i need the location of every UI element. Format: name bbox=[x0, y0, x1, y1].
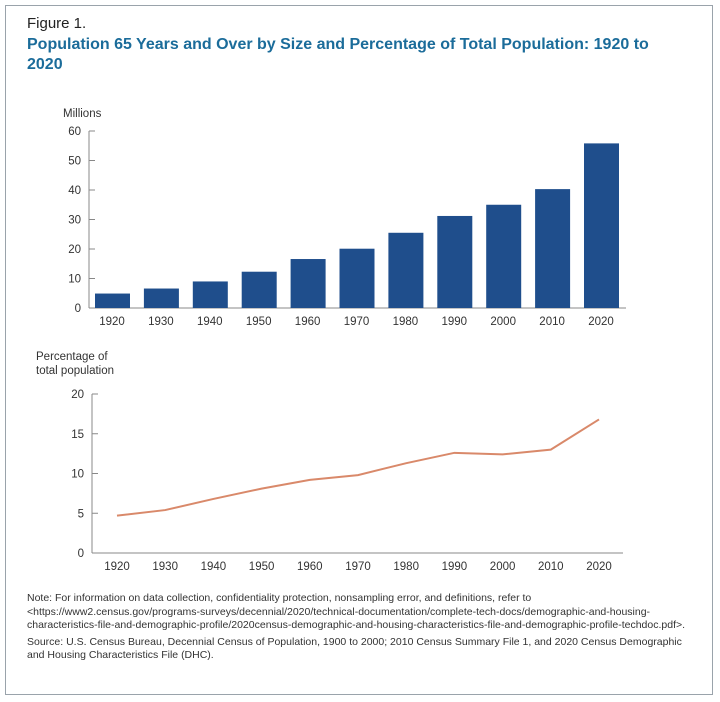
series-line bbox=[116, 418, 600, 517]
x-tick-label: 2010 bbox=[539, 316, 565, 328]
x-tick-label: 2000 bbox=[490, 316, 516, 328]
x-tick-label: 1930 bbox=[152, 561, 178, 573]
x-tick-label: 1970 bbox=[344, 316, 370, 328]
x-tick-label: 1990 bbox=[442, 316, 468, 328]
y-axis-label: Millions bbox=[63, 108, 102, 120]
note-text: Note: For information on data collection… bbox=[27, 592, 686, 631]
bar-2000 bbox=[486, 204, 522, 308]
bar-1940 bbox=[192, 281, 228, 308]
bar-1930 bbox=[143, 288, 179, 308]
x-tick-label: 1950 bbox=[246, 316, 272, 328]
notes: Note: For information on data collection… bbox=[27, 592, 697, 666]
x-tick-label: 1920 bbox=[104, 561, 130, 573]
y-axis-label: total population bbox=[36, 365, 114, 377]
bar-1970 bbox=[339, 248, 375, 308]
y-axis-label: Percentage of bbox=[36, 351, 108, 363]
x-tick-label: 2020 bbox=[586, 561, 612, 573]
y-tick-label: 20 bbox=[68, 244, 81, 256]
y-tick-label: 30 bbox=[68, 215, 81, 227]
x-tick-label: 1930 bbox=[148, 316, 174, 328]
y-tick-label: 5 bbox=[78, 508, 84, 520]
bar-1960 bbox=[290, 259, 326, 308]
y-tick-label: 40 bbox=[68, 185, 81, 197]
bar-1980 bbox=[388, 232, 424, 308]
bar-1920 bbox=[95, 293, 130, 308]
x-tick-label: 2020 bbox=[588, 316, 614, 328]
x-tick-label: 1960 bbox=[297, 561, 323, 573]
source-text: Source: U.S. Census Bureau, Decennial Ce… bbox=[27, 635, 682, 662]
figure-label: Figure 1. bbox=[27, 15, 87, 32]
chart-title: Population 65 Years and Over by Size and… bbox=[27, 36, 649, 73]
bar-2010 bbox=[535, 189, 571, 308]
x-tick-label: 1960 bbox=[295, 316, 321, 328]
x-tick-label: 1970 bbox=[345, 561, 371, 573]
y-tick-label: 0 bbox=[75, 303, 81, 315]
x-tick-label: 1920 bbox=[99, 316, 125, 328]
y-tick-label: 10 bbox=[71, 469, 84, 481]
y-tick-label: 20 bbox=[71, 389, 84, 401]
x-tick-label: 1940 bbox=[201, 561, 227, 573]
x-tick-label: 1980 bbox=[393, 561, 419, 573]
bar-2020 bbox=[584, 143, 619, 308]
figure-frame bbox=[5, 5, 713, 695]
bar-1990 bbox=[437, 215, 473, 308]
y-tick-label: 0 bbox=[78, 548, 84, 560]
x-tick-label: 1940 bbox=[197, 316, 223, 328]
y-tick-label: 50 bbox=[68, 156, 81, 168]
y-tick-label: 60 bbox=[68, 126, 81, 138]
x-tick-label: 2000 bbox=[490, 561, 516, 573]
x-tick-label: 1990 bbox=[442, 561, 468, 573]
x-tick-label: 1980 bbox=[393, 316, 419, 328]
y-tick-label: 10 bbox=[68, 274, 81, 286]
x-tick-label: 1950 bbox=[249, 561, 275, 573]
y-tick-label: 15 bbox=[71, 429, 84, 441]
bar-1950 bbox=[241, 271, 277, 308]
x-tick-label: 2010 bbox=[538, 561, 564, 573]
